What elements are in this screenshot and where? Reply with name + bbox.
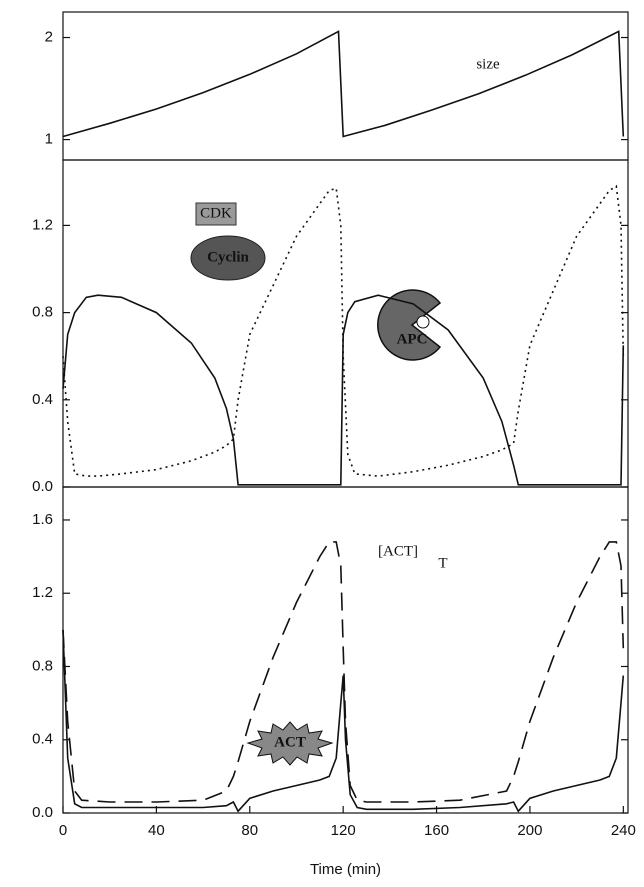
y-tick-label: 0.4 xyxy=(32,391,53,408)
y-tick-label: 1.2 xyxy=(32,584,53,601)
y-tick-label: 0.8 xyxy=(32,304,53,321)
series-line xyxy=(62,294,625,486)
act-star xyxy=(246,721,334,766)
y-tick-label: 0.8 xyxy=(32,657,53,674)
annotation: Cyclin xyxy=(207,249,249,265)
series-line xyxy=(62,541,625,803)
y-tick-label: 1 xyxy=(45,131,53,148)
x-tick-label: 200 xyxy=(517,822,542,839)
x-tick-label: 160 xyxy=(424,822,449,839)
x-axis-label: Time (min) xyxy=(310,861,381,878)
y-tick-label: 1.6 xyxy=(32,511,53,528)
y-tick-label: 0.0 xyxy=(32,804,53,821)
plot-frame xyxy=(62,486,629,814)
apc-eye xyxy=(416,315,430,329)
cyclin-blob xyxy=(190,235,266,281)
plot-frame xyxy=(62,11,629,161)
annotation: T xyxy=(438,555,447,571)
x-tick-label: 0 xyxy=(59,822,67,839)
annotation: [ACT] xyxy=(378,543,418,559)
apc-pacman xyxy=(377,289,442,361)
series-line xyxy=(62,30,625,138)
x-tick-label: 120 xyxy=(331,822,356,839)
y-tick-label: 0.4 xyxy=(32,731,53,748)
x-tick-label: 40 xyxy=(148,822,165,839)
y-tick-label: 1.2 xyxy=(32,216,53,233)
x-tick-label: 80 xyxy=(241,822,258,839)
series-line xyxy=(62,184,625,477)
annotation: APC xyxy=(397,331,428,347)
cdk-box xyxy=(195,202,237,226)
x-tick-label: 240 xyxy=(611,822,636,839)
decorations xyxy=(190,202,442,766)
annotation: ACT xyxy=(274,734,306,750)
annotation: CDK xyxy=(200,205,232,221)
annotation: size xyxy=(476,56,500,72)
series-line xyxy=(62,629,625,813)
y-tick-label: 2 xyxy=(45,28,53,45)
y-tick-label: 0.0 xyxy=(32,478,53,495)
